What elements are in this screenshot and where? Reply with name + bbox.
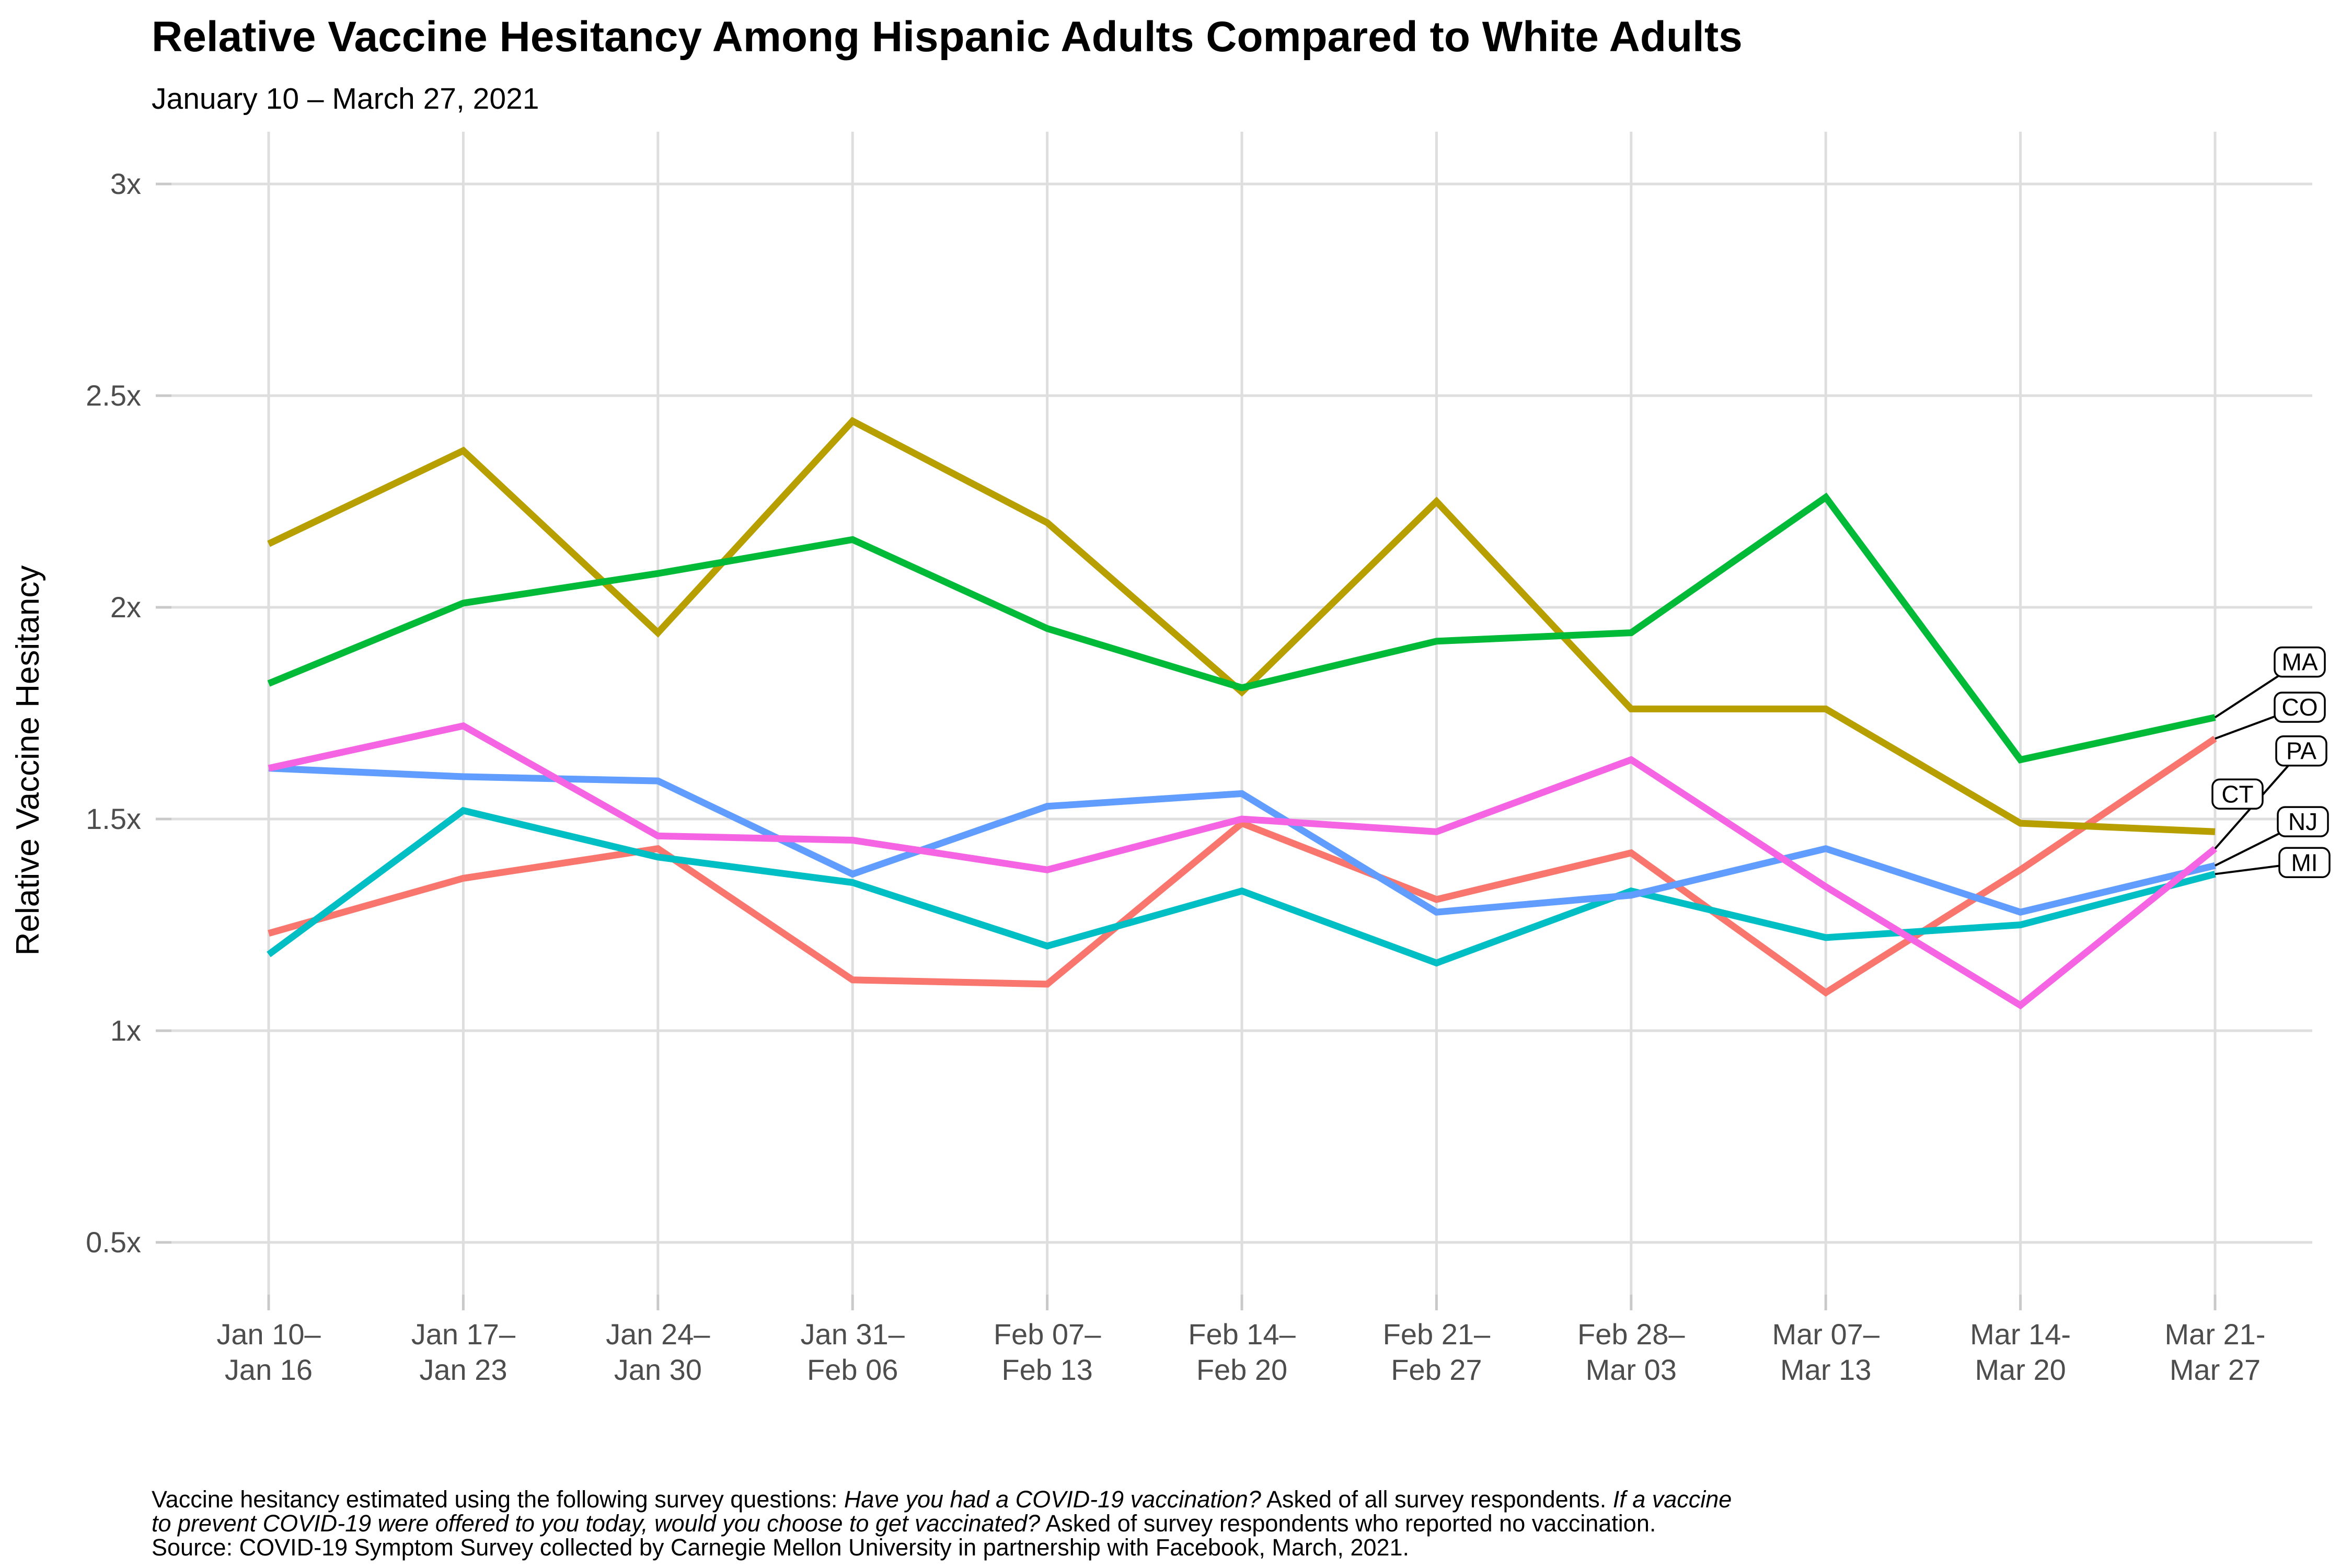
- series-tag-box-CO: [2274, 691, 2326, 723]
- x-tick-label-4-line1: Feb 07–: [994, 1318, 1101, 1351]
- series-tag-label-CO: CO: [2282, 694, 2318, 721]
- grid: [171, 132, 2312, 1295]
- x-tick-label-1-line2: Jan 23: [419, 1353, 507, 1386]
- y-tick-label-1.5x: 1.5x: [86, 802, 141, 835]
- series-tag-MI: MI: [2278, 847, 2331, 879]
- x-tick-label-7-line2: Mar 03: [1586, 1353, 1677, 1386]
- x-tick-label-5-line1: Feb 14–: [1188, 1318, 1296, 1351]
- footnote-segment: Asked of all survey respondents.: [1261, 1486, 1613, 1513]
- x-tick-label-9-line2: Mar 20: [1975, 1353, 2066, 1386]
- x-tick-label-4-line2: Feb 13: [1001, 1353, 1092, 1386]
- series-tag-PA: PA: [2275, 735, 2327, 767]
- footnote-segment: Source: COVID-19 Symptom Survey collecte…: [152, 1534, 1410, 1561]
- y-axis-title: Relative Vaccine Hesitancy: [10, 566, 46, 956]
- x-tick-label-1-line1: Jan 17–: [411, 1318, 516, 1351]
- series-tag-label-MI: MI: [2291, 849, 2318, 876]
- series-line-PA: [268, 722, 2218, 1010]
- series-tag-CT: CT: [2211, 778, 2264, 810]
- series-tag-box-MI: [2278, 847, 2331, 879]
- x-tick-label-5-line2: Feb 20: [1196, 1353, 1287, 1386]
- footnote-segment-italic: If a vaccine: [1612, 1486, 1732, 1513]
- chart-subtitle: January 10 – March 27, 2021: [152, 82, 539, 116]
- x-tick-label-8-line2: Mar 13: [1780, 1353, 1871, 1386]
- series-tag-box-MA: [2274, 646, 2326, 678]
- series-tag-label-MA: MA: [2282, 649, 2318, 676]
- y-tick-label-0.5x: 0.5x: [86, 1226, 141, 1259]
- x-tick-label-3-line1: Jan 31–: [801, 1318, 905, 1351]
- x-tick-label-10-line1: Mar 21-: [2165, 1318, 2266, 1351]
- x-tick-label-2-line1: Jan 24–: [606, 1318, 710, 1351]
- series-tag-label-NJ: NJ: [2288, 808, 2318, 835]
- footnote-line-2: to prevent COVID-19 were offered to you …: [152, 1512, 1732, 1536]
- series-tag-CO: CO: [2274, 691, 2326, 723]
- series-tag-box-PA: [2275, 735, 2327, 767]
- x-tick-label-0-line1: Jan 10–: [216, 1318, 321, 1351]
- footnote-line-3: Source: COVID-19 Symptom Survey collecte…: [152, 1536, 1732, 1560]
- footnote-segment-italic: Have you had a COVID-19 vaccination?: [844, 1486, 1261, 1513]
- series-line-MA: [267, 492, 2216, 764]
- x-axis-labels: Jan 10–Jan 16 Jan 17–Jan 23 Jan 24–Jan 30 J…: [216, 1318, 2265, 1386]
- series-line-CO: [268, 735, 2217, 997]
- x-tick-label-6-line2: Feb 27: [1391, 1353, 1482, 1386]
- footnote-line-1: Vaccine hesitancy estimated using the fo…: [152, 1488, 1732, 1512]
- footnote-segment: Vaccine hesitancy estimated using the fo…: [152, 1486, 844, 1513]
- series-tag-box-NJ: [2277, 806, 2329, 837]
- series-tag-box-CT: [2211, 778, 2264, 810]
- footnote: Vaccine hesitancy estimated using the fo…: [152, 1488, 1732, 1560]
- x-tick-label-10-line2: Mar 27: [2170, 1353, 2261, 1386]
- series-tag-NJ: NJ: [2277, 806, 2329, 837]
- y-tick-label-1x: 1x: [110, 1014, 141, 1047]
- y-axis-labels: 0.5x 1x 1.5x 2x 2.5x 3x: [86, 167, 141, 1259]
- x-tick-label-7-line1: Feb 28–: [1577, 1318, 1685, 1351]
- x-tick-label-3-line2: Feb 06: [807, 1353, 898, 1386]
- series-line-NJ: [268, 765, 2216, 916]
- series-line-CT: [267, 417, 2216, 835]
- series-tag-MA: MA: [2274, 646, 2326, 678]
- axis-ticks: [156, 182, 2217, 1310]
- series-line-MI: [267, 806, 2216, 967]
- x-tick-label-9-line1: Mar 14-: [1970, 1318, 2071, 1351]
- x-tick-label-8-line1: Mar 07–: [1772, 1318, 1880, 1351]
- y-tick-label-2x: 2x: [110, 591, 141, 624]
- footnote-segment: Asked of survey respondents who reported…: [1040, 1510, 1656, 1537]
- x-tick-label-6-line1: Feb 21–: [1383, 1318, 1491, 1351]
- y-tick-label-3x: 3x: [110, 167, 141, 200]
- x-tick-label-2-line2: Jan 30: [614, 1353, 702, 1386]
- y-tick-label-2.5x: 2.5x: [86, 379, 141, 412]
- chart-title: Relative Vaccine Hesitancy Among Hispani…: [152, 13, 1743, 61]
- series-tag-label-PA: PA: [2286, 737, 2316, 765]
- footnote-segment-italic: to prevent COVID-19 were offered to you …: [152, 1510, 1041, 1537]
- series-tag-label-CT: CT: [2221, 780, 2253, 808]
- series-tags: CO CT MA MI NJ PA: [2211, 646, 2331, 879]
- x-tick-label-0-line2: Jan 16: [225, 1353, 313, 1386]
- series-lines: [267, 417, 2218, 1010]
